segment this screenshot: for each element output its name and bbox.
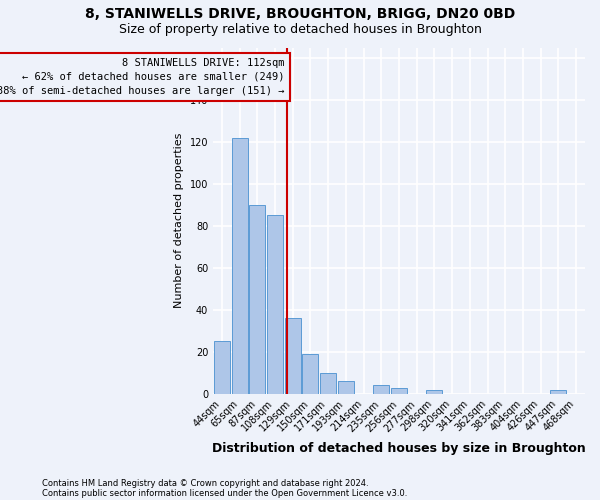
Bar: [550, 390, 566, 394]
Bar: [250, 205, 265, 394]
Bar: [391, 388, 407, 394]
Text: 8, STANIWELLS DRIVE, BROUGHTON, BRIGG, DN20 0BD: 8, STANIWELLS DRIVE, BROUGHTON, BRIGG, D…: [85, 8, 515, 22]
Bar: [214, 342, 230, 394]
Bar: [427, 390, 442, 394]
Y-axis label: Number of detached properties: Number of detached properties: [174, 133, 184, 308]
Bar: [338, 381, 354, 394]
Text: Contains public sector information licensed under the Open Government Licence v3: Contains public sector information licen…: [42, 488, 407, 498]
Text: Size of property relative to detached houses in Broughton: Size of property relative to detached ho…: [119, 22, 481, 36]
X-axis label: Distribution of detached houses by size in Broughton: Distribution of detached houses by size …: [212, 442, 586, 455]
Text: 8 STANIWELLS DRIVE: 112sqm
← 62% of detached houses are smaller (249)
38% of sem: 8 STANIWELLS DRIVE: 112sqm ← 62% of deta…: [0, 58, 284, 96]
Bar: [285, 318, 301, 394]
Bar: [320, 373, 336, 394]
Bar: [232, 138, 248, 394]
Bar: [373, 386, 389, 394]
Text: Contains HM Land Registry data © Crown copyright and database right 2024.: Contains HM Land Registry data © Crown c…: [42, 478, 368, 488]
Bar: [267, 216, 283, 394]
Bar: [302, 354, 319, 394]
